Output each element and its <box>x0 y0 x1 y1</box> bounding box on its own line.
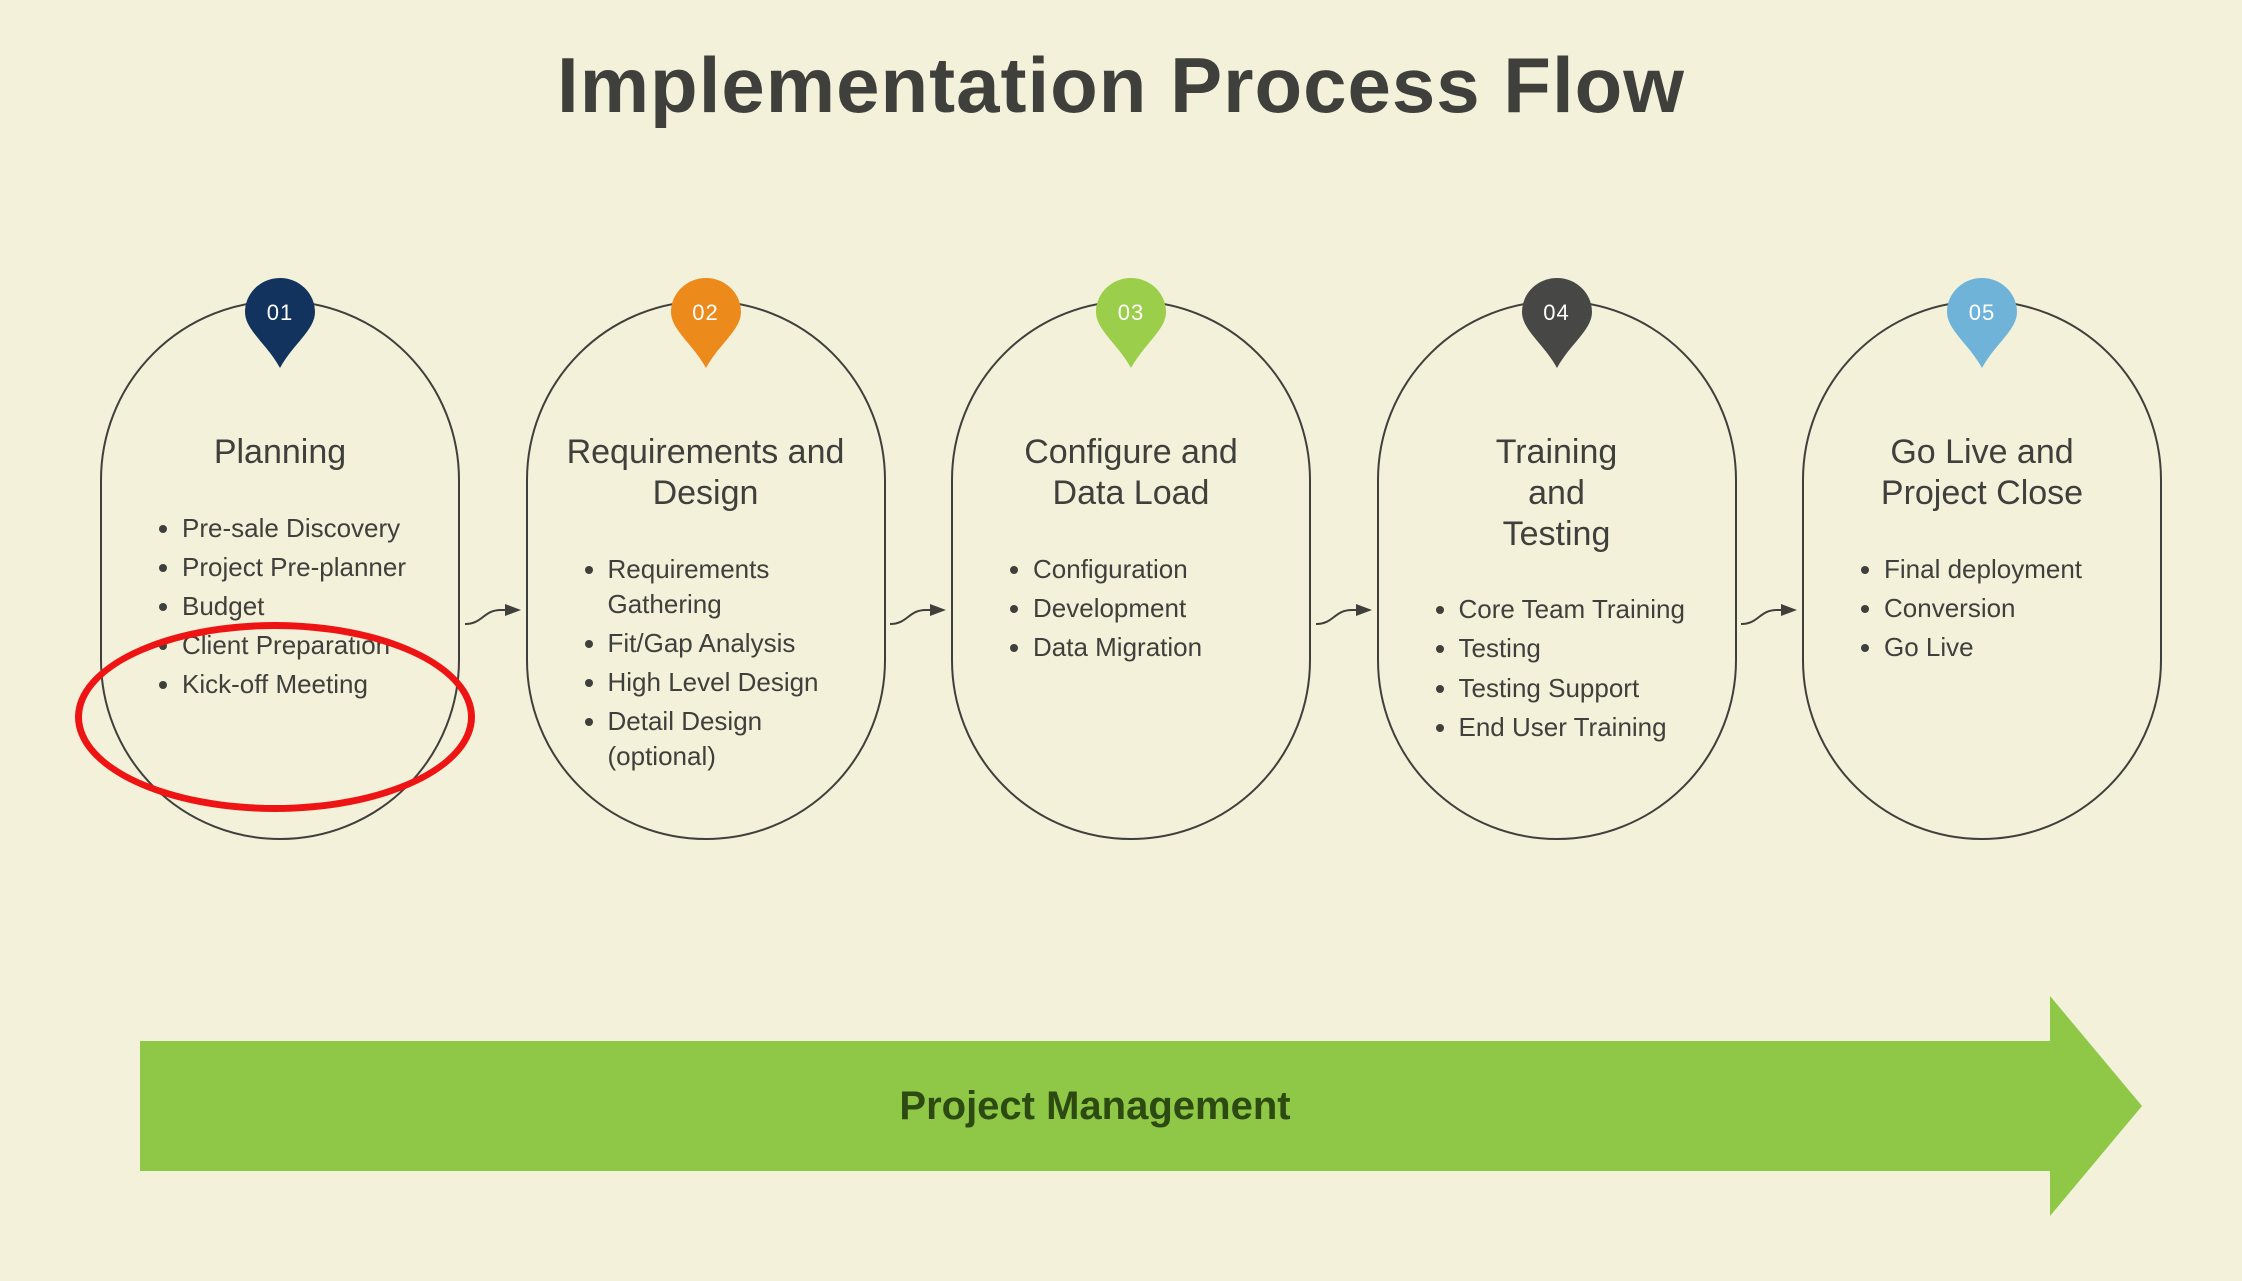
connector-arrow-icon <box>465 604 521 606</box>
stage-card: 05 Go Live and Project Close Final deploym… <box>1802 300 2162 840</box>
stage-wrap: 04 Training and Testing Core Team Training… <box>1377 300 1737 840</box>
page-title: Implementation Process Flow <box>0 40 2242 131</box>
stage-number: 05 <box>1947 300 2017 326</box>
stage-items: Configuration Development Data Migration <box>991 552 1271 665</box>
stage-card: 01 Planning Pre-sale Discovery Project Pre-… <box>100 300 460 840</box>
arrow-label: Project Management <box>899 1084 1290 1129</box>
list-item: Final deployment <box>1884 552 2122 587</box>
connector-arrow-icon <box>890 604 946 606</box>
stage-number: 01 <box>245 300 315 326</box>
stage-pin-icon: 02 <box>671 278 741 368</box>
stage-number: 02 <box>671 300 741 326</box>
stage-pin-icon: 04 <box>1522 278 1592 368</box>
stage-number: 03 <box>1096 300 1166 326</box>
stage-items: Core Team Training Testing Testing Support… <box>1417 592 1697 744</box>
list-item: End User Training <box>1459 710 1697 745</box>
stage-wrap: 03 Configure and Data Load Configuration De… <box>951 300 1311 840</box>
stage-items: Pre-sale Discovery Project Pre-planner Bud… <box>140 511 420 702</box>
stage-number: 04 <box>1522 300 1592 326</box>
stage-items: Final deployment Conversion Go Live <box>1842 552 2122 665</box>
stages-row: 01 Planning Pre-sale Discovery Project Pre-… <box>100 300 2162 840</box>
stage-wrap: 05 Go Live and Project Close Final deploym… <box>1802 300 2162 840</box>
arrow-head-icon <box>2050 996 2142 1216</box>
stage-wrap: 01 Planning Pre-sale Discovery Project Pre-… <box>100 300 460 840</box>
stage-title: Go Live and Project Close <box>1842 432 2122 514</box>
list-item: Kick-off Meeting <box>182 667 420 702</box>
list-item: Project Pre-planner <box>182 550 420 585</box>
diagram-canvas: Implementation Process Flow 01 Planning Pr… <box>0 0 2242 1281</box>
list-item: Client Preparation <box>182 628 420 663</box>
stage-pin-icon: 01 <box>245 278 315 368</box>
stage-wrap: 02 Requirements and Design Requirements Ga… <box>526 300 886 840</box>
stage-card: 04 Training and Testing Core Team Training… <box>1377 300 1737 840</box>
stage-title: Training and Testing <box>1417 432 1697 554</box>
project-management-arrow: Project Management <box>140 1041 2050 1171</box>
arrow-body: Project Management <box>140 1041 2050 1171</box>
stage-pin-icon: 05 <box>1947 278 2017 368</box>
list-item: Requirements Gathering <box>608 552 846 622</box>
list-item: Testing <box>1459 631 1697 666</box>
stage-card: 03 Configure and Data Load Configuration De… <box>951 300 1311 840</box>
list-item: Development <box>1033 591 1271 626</box>
list-item: Core Team Training <box>1459 592 1697 627</box>
list-item: Pre-sale Discovery <box>182 511 420 546</box>
list-item: Configuration <box>1033 552 1271 587</box>
list-item: Budget <box>182 589 420 624</box>
list-item: Go Live <box>1884 630 2122 665</box>
stage-title: Requirements and Design <box>566 432 846 514</box>
connector-arrow-icon <box>1316 604 1372 606</box>
list-item: Fit/Gap Analysis <box>608 626 846 661</box>
stage-card: 02 Requirements and Design Requirements Ga… <box>526 300 886 840</box>
list-item: Testing Support <box>1459 671 1697 706</box>
stage-title: Planning <box>140 432 420 473</box>
list-item: Conversion <box>1884 591 2122 626</box>
stage-items: Requirements Gathering Fit/Gap Analysis Hi… <box>566 552 846 775</box>
list-item: Detail Design (optional) <box>608 704 846 774</box>
list-item: Data Migration <box>1033 630 1271 665</box>
list-item: High Level Design <box>608 665 846 700</box>
stage-title: Configure and Data Load <box>991 432 1271 514</box>
connector-arrow-icon <box>1741 604 1797 606</box>
stage-pin-icon: 03 <box>1096 278 1166 368</box>
